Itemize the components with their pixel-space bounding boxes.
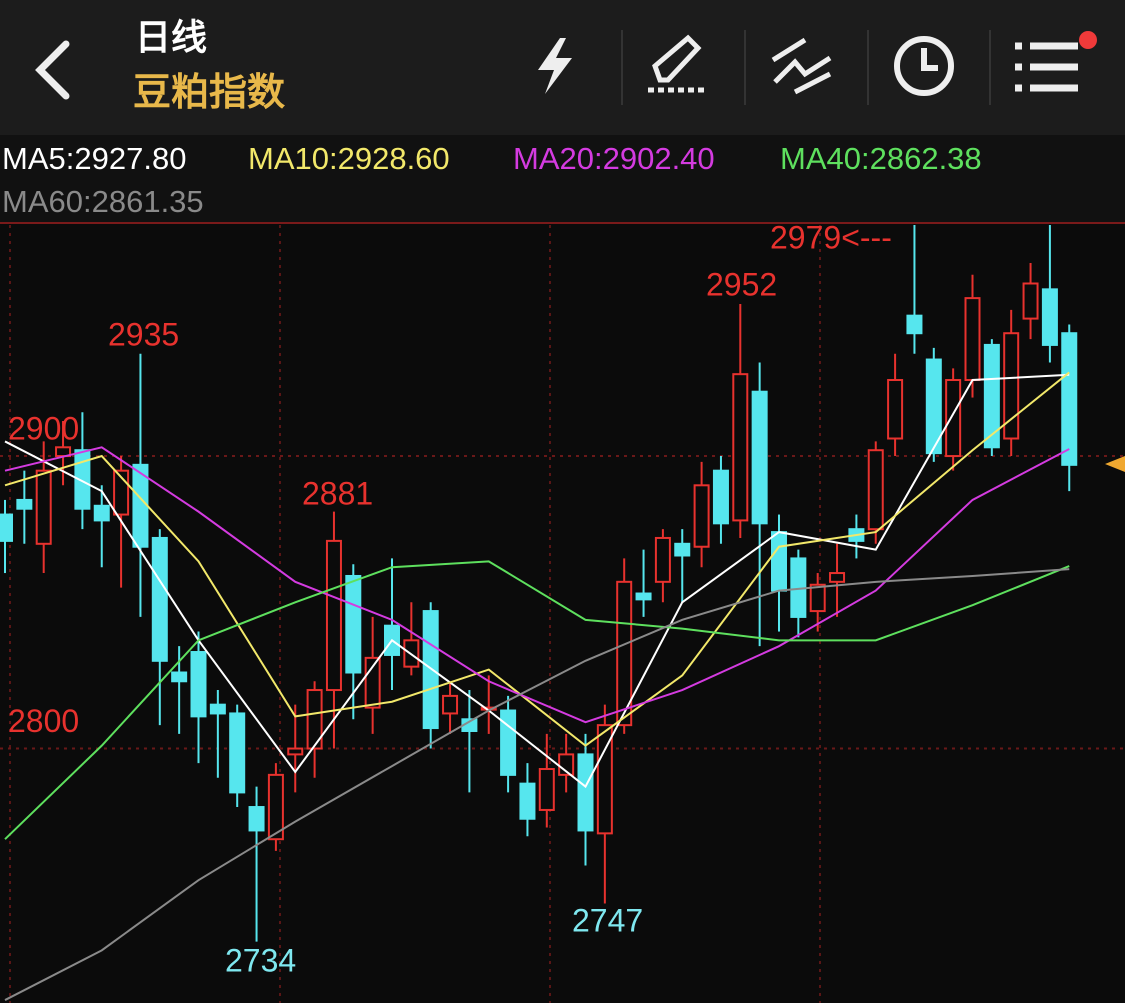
candle-body <box>945 379 962 458</box>
candle-body <box>1022 282 1039 320</box>
candle-body <box>538 768 555 811</box>
back-button[interactable] <box>35 40 70 100</box>
price-marker <box>1105 456 1125 472</box>
extreme-label: 2952 <box>706 266 777 302</box>
header-separators <box>621 30 991 105</box>
legend-name: MA10 <box>248 141 329 176</box>
legend-name: MA60 <box>2 184 83 219</box>
legend-separator: : <box>83 184 92 219</box>
legend-separator: : <box>66 141 75 176</box>
indicator-icon[interactable] <box>771 37 832 95</box>
instrument-name: 豆粕指数 <box>133 72 285 114</box>
candle-body <box>887 379 904 440</box>
menu-icon[interactable] <box>1015 42 1078 92</box>
candle-body <box>596 724 613 835</box>
legend-value: 2928.60 <box>338 141 450 176</box>
legend-value: 2862.38 <box>870 141 982 176</box>
legend-bar <box>0 135 1125 223</box>
clock-icon[interactable] <box>894 36 954 96</box>
candle-body <box>519 782 536 820</box>
candle-body <box>1061 332 1078 466</box>
extreme-label: 2979<--- <box>770 219 892 255</box>
candle-body <box>267 773 284 841</box>
candle-body <box>983 343 1000 449</box>
legend-separator: : <box>329 141 338 176</box>
candle-body <box>964 297 981 382</box>
candle-body <box>93 504 110 522</box>
candle-body <box>306 689 323 750</box>
extreme-label: 2881 <box>302 475 373 511</box>
candle-body <box>867 449 884 531</box>
y-tick-label: 2800 <box>8 703 79 739</box>
candle-body <box>500 709 517 776</box>
ma-line <box>4 446 1070 724</box>
candle-body <box>1003 332 1020 440</box>
candle-body <box>732 373 749 522</box>
legend-entry: MA60:2861.35 <box>2 184 204 219</box>
extreme-label: 2747 <box>572 902 643 938</box>
notification-dot <box>1079 31 1097 49</box>
candle-body <box>712 469 729 525</box>
candle-body <box>771 531 787 592</box>
candle-body <box>190 651 207 718</box>
period-title: 日线 <box>135 17 207 58</box>
legend-value: 2902.40 <box>603 141 715 176</box>
candle-body <box>287 747 304 756</box>
candle-body <box>577 753 594 832</box>
y-tick-label: 2900 <box>8 411 79 447</box>
legend-separator: : <box>861 141 870 176</box>
candle-body <box>171 671 188 683</box>
legend-entry: MA40:2862.38 <box>780 141 982 176</box>
legend-name: MA5 <box>2 141 66 176</box>
candle-body <box>635 592 652 601</box>
candle-body <box>616 580 633 727</box>
ma-line <box>4 371 1070 747</box>
ma-line <box>4 568 1070 1001</box>
legend-value: 2927.80 <box>74 141 186 176</box>
legend-name: MA20 <box>513 141 594 176</box>
ma-line <box>4 373 1070 789</box>
candle-body <box>325 539 342 692</box>
candle-body <box>16 498 33 510</box>
candle-body <box>674 542 691 557</box>
candle-body <box>442 694 459 715</box>
legend-entry: MA5:2927.80 <box>2 141 186 176</box>
candle-body <box>35 469 52 545</box>
candle-body <box>809 583 826 613</box>
legend-separator: : <box>594 141 603 176</box>
candle-body <box>209 703 226 715</box>
candle-body <box>345 574 362 674</box>
extreme-label: 2734 <box>225 942 296 978</box>
candle-body <box>829 572 846 583</box>
candle-body <box>654 536 671 583</box>
legend-entry: MA10:2928.60 <box>248 141 450 176</box>
candle-body <box>906 314 923 335</box>
legend-value: 2861.35 <box>92 184 204 219</box>
flash-icon[interactable] <box>538 38 572 94</box>
candle-body <box>693 484 710 548</box>
candle-body <box>925 358 942 455</box>
candle-body <box>229 712 246 794</box>
vertical-grid <box>9 225 821 1003</box>
draw-icon[interactable] <box>648 34 708 93</box>
extreme-label: 2935 <box>108 316 179 352</box>
candle-body <box>248 806 265 832</box>
candle-body <box>151 536 168 662</box>
candle-body <box>0 513 13 542</box>
ma-line <box>4 560 1070 840</box>
legend-entry: MA20:2902.40 <box>513 141 715 176</box>
legend-name: MA40 <box>780 141 861 176</box>
candle-body <box>74 449 91 510</box>
candle-body <box>751 390 768 525</box>
candle-body <box>1041 288 1058 346</box>
